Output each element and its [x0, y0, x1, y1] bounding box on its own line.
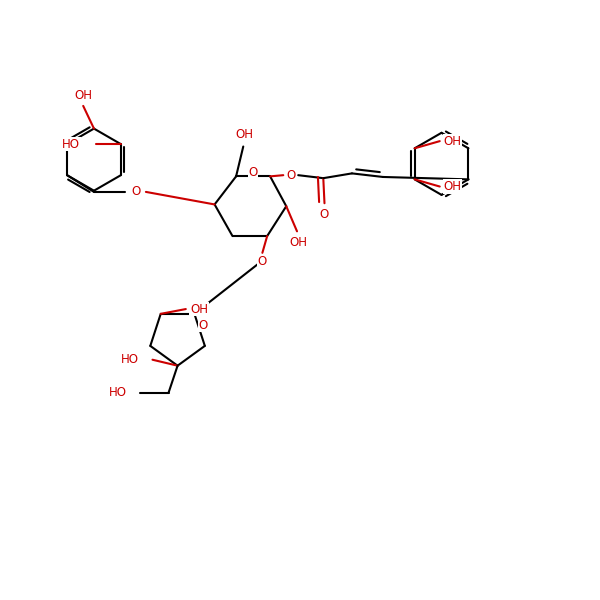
- Text: OH: OH: [235, 128, 253, 141]
- Text: OH: OH: [74, 89, 92, 101]
- Text: OH: OH: [190, 302, 208, 316]
- Text: O: O: [199, 319, 208, 332]
- Text: O: O: [131, 185, 140, 199]
- Text: O: O: [286, 169, 296, 182]
- Text: OH: OH: [444, 180, 462, 193]
- Text: OH: OH: [444, 134, 462, 148]
- Text: OH: OH: [289, 236, 307, 248]
- Text: O: O: [248, 166, 258, 179]
- Text: HO: HO: [121, 353, 139, 366]
- Text: HO: HO: [62, 137, 80, 151]
- Text: O: O: [258, 254, 267, 268]
- Text: O: O: [320, 208, 329, 221]
- Text: HO: HO: [109, 386, 127, 399]
